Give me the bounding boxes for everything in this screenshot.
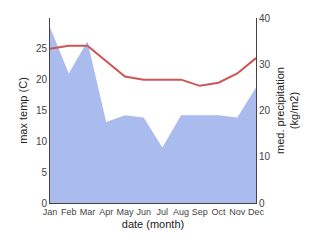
svg-text:med. precipitation(kg/m2): med. precipitation(kg/m2)	[274, 67, 300, 154]
svg-text:Jan: Jan	[43, 207, 58, 217]
svg-text:Jul: Jul	[157, 207, 169, 217]
svg-text:20: 20	[36, 74, 48, 85]
svg-text:0: 0	[41, 198, 47, 209]
svg-text:10: 10	[259, 151, 271, 162]
svg-text:30: 30	[259, 59, 271, 70]
svg-text:25: 25	[36, 43, 48, 54]
svg-text:date (month): date (month)	[122, 218, 184, 230]
svg-text:10: 10	[36, 136, 48, 147]
svg-text:Aug: Aug	[173, 207, 189, 217]
svg-text:Nov: Nov	[229, 207, 246, 217]
svg-text:Apr: Apr	[99, 207, 113, 217]
svg-text:max temp (C): max temp (C)	[17, 77, 29, 144]
svg-text:Mar: Mar	[80, 207, 96, 217]
svg-text:Sep: Sep	[192, 207, 208, 217]
svg-text:0: 0	[259, 198, 265, 209]
svg-text:5: 5	[41, 167, 47, 178]
svg-text:Dec: Dec	[248, 207, 265, 217]
svg-text:Feb: Feb	[61, 207, 77, 217]
svg-text:40: 40	[259, 13, 271, 24]
svg-text:May: May	[116, 207, 134, 217]
svg-text:Jun: Jun	[136, 207, 151, 217]
svg-text:20: 20	[259, 105, 271, 116]
svg-text:Oct: Oct	[212, 207, 227, 217]
svg-text:15: 15	[36, 105, 48, 116]
